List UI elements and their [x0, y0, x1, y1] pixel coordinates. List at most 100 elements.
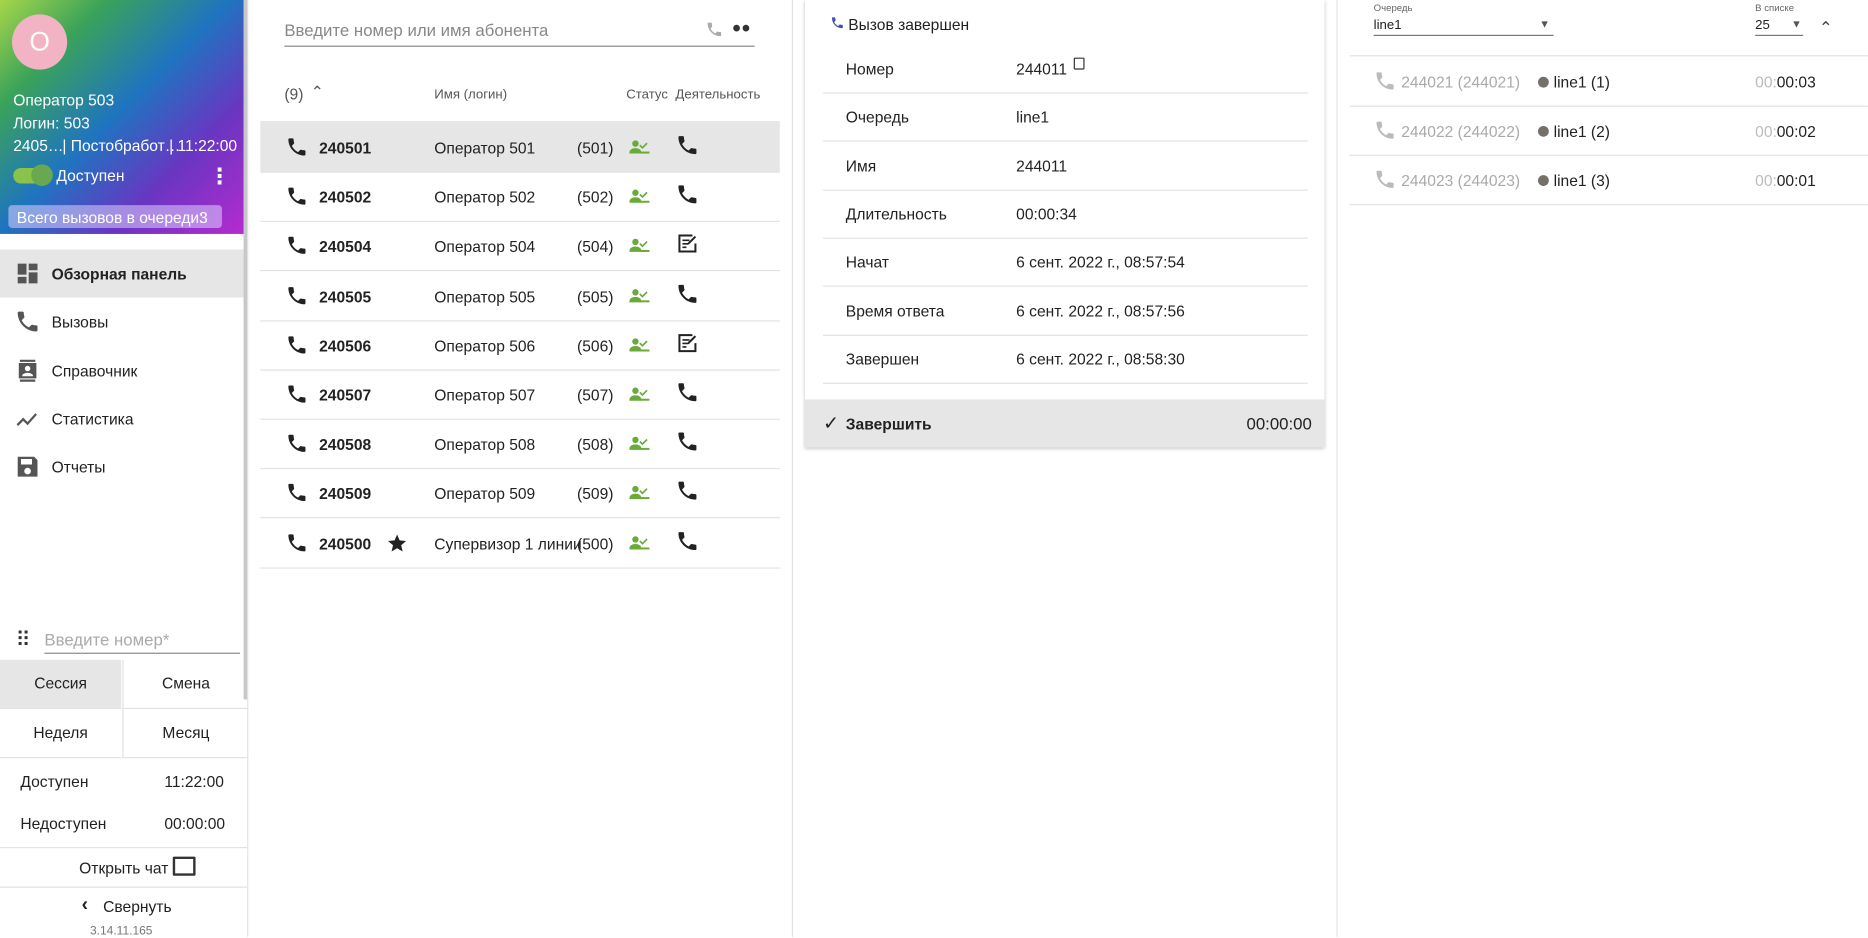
- page-size-arrow[interactable]: ▼: [1791, 17, 1802, 30]
- copy-icon[interactable]: [1073, 57, 1085, 70]
- queue-caller: 244022 (244022): [1401, 122, 1521, 141]
- operator-login: (501): [577, 139, 614, 158]
- wait-prefix: 00:: [1755, 122, 1777, 141]
- collapse-chevron[interactable]: ‹: [81, 894, 88, 916]
- period-tab[interactable]: Месяц: [122, 709, 249, 759]
- operator-login: (504): [577, 238, 614, 257]
- action-button[interactable]: Завершить: [845, 415, 932, 434]
- search-input[interactable]: Введите номер или имя абонента: [284, 20, 755, 47]
- operator-name: Оператор 506: [434, 336, 536, 355]
- operator-number: 240501: [319, 139, 372, 158]
- divider: [822, 140, 1308, 142]
- queue-dot: [1538, 125, 1549, 137]
- operator-login: (505): [577, 287, 614, 306]
- operator-name: Оператор 508: [434, 435, 536, 454]
- nav-item[interactable]: Обзорная панель: [51, 265, 187, 284]
- activity-icon: [675, 281, 699, 305]
- open-chat[interactable]: Открыть чат: [79, 858, 169, 877]
- nav-icon: [16, 413, 37, 426]
- sort-chevron[interactable]: ⌃: [310, 82, 324, 101]
- status-icon: [627, 284, 651, 308]
- menu-dots[interactable]: ⋮: [208, 164, 231, 189]
- search-phone-icon[interactable]: [705, 20, 723, 38]
- divider: [1349, 105, 1868, 107]
- operator-number: 240507: [319, 386, 372, 405]
- nav-item[interactable]: Статистика: [51, 410, 134, 429]
- stat-label: Недоступен: [20, 814, 107, 833]
- queue-badge: [8, 205, 222, 228]
- queue-label: Всего вызовов в очереди:: [16, 208, 204, 227]
- field-value: 6 сент. 2022 г., 08:57:54: [1016, 253, 1185, 272]
- call-button[interactable]: [286, 136, 309, 159]
- call-button[interactable]: [286, 383, 309, 406]
- call-button[interactable]: [286, 531, 309, 554]
- queue-dot: [1538, 76, 1549, 88]
- check-icon[interactable]: ✓: [822, 413, 840, 435]
- page-size[interactable]: 25: [1755, 18, 1804, 36]
- call-button[interactable]: [286, 333, 309, 356]
- nav-icon: [17, 263, 38, 284]
- queue-filter[interactable]: line1: [1373, 18, 1554, 36]
- queue-caller: 244021 (244021): [1401, 73, 1521, 92]
- col-header: Имя (логин): [434, 87, 508, 102]
- divider: [260, 369, 780, 371]
- field-value: 00:00:34: [1016, 205, 1077, 224]
- queue-filter-label: Очередь: [1373, 2, 1413, 14]
- call-button[interactable]: [286, 234, 309, 257]
- count: (9): [284, 85, 304, 104]
- operator-name: Оператор 505: [434, 287, 536, 306]
- operator-name: Оператор 502: [434, 188, 536, 207]
- nav-item[interactable]: Справочник: [51, 361, 138, 380]
- chat-icon[interactable]: [172, 856, 196, 876]
- activity-icon: [675, 183, 699, 207]
- queue-filter-arrow[interactable]: ▼: [1539, 17, 1550, 30]
- period-tab[interactable]: Неделя: [0, 709, 122, 759]
- nav-item[interactable]: Отчеты: [51, 458, 106, 477]
- call-button[interactable]: [286, 185, 309, 208]
- row-selected-bg: [260, 122, 780, 172]
- divider: [260, 566, 780, 569]
- divider: [1349, 203, 1868, 206]
- queue-call-icon[interactable]: [1374, 119, 1397, 142]
- stat-label: Доступен: [20, 772, 89, 791]
- activity-icon: [675, 380, 699, 404]
- queue-name: line1 (3): [1553, 171, 1610, 190]
- operator-number: 240504: [319, 238, 372, 257]
- field-value: 244011: [1016, 59, 1068, 78]
- status-icon: [627, 234, 651, 258]
- field-value: 244011: [1016, 156, 1068, 175]
- queue-dot: [1538, 175, 1549, 186]
- divider: [1349, 55, 1868, 57]
- divider: [1349, 154, 1868, 156]
- operator-login: (500): [577, 534, 614, 553]
- operator-name: Оператор 503: [13, 91, 115, 110]
- stat-value: 00:00:00: [164, 814, 226, 833]
- page-size-label: В списке: [1755, 2, 1795, 14]
- call-button[interactable]: [286, 284, 309, 307]
- divider: [822, 237, 1308, 239]
- operator-name: Оператор 501: [434, 139, 536, 158]
- period-tab[interactable]: Смена: [122, 659, 249, 710]
- operator-login: Логин: 503: [13, 113, 90, 132]
- status-icon: [627, 185, 651, 209]
- call-button[interactable]: [286, 482, 309, 505]
- operator-number: 240500: [319, 534, 372, 553]
- collapse[interactable]: Свернуть: [103, 897, 172, 916]
- scrollbar[interactable]: [243, 0, 248, 700]
- call-button[interactable]: [286, 432, 309, 455]
- divider: [260, 171, 780, 173]
- divider: [260, 319, 780, 322]
- collapse-queue[interactable]: ⌃: [1818, 17, 1833, 38]
- divider: [822, 92, 1308, 94]
- dialpad-icon[interactable]: ⠿: [15, 628, 31, 652]
- queue-call-icon[interactable]: [1374, 168, 1397, 191]
- search-group-icon[interactable]: ●●: [731, 17, 751, 36]
- period-tab[interactable]: Сессия: [0, 659, 122, 710]
- divider: [822, 334, 1308, 336]
- status-icon: [627, 482, 651, 506]
- version: 3.14.11.165: [89, 924, 153, 938]
- queue-call-icon[interactable]: [1374, 70, 1397, 93]
- dial-input[interactable]: Введите номер*: [44, 630, 240, 654]
- nav-item[interactable]: Вызовы: [51, 313, 109, 332]
